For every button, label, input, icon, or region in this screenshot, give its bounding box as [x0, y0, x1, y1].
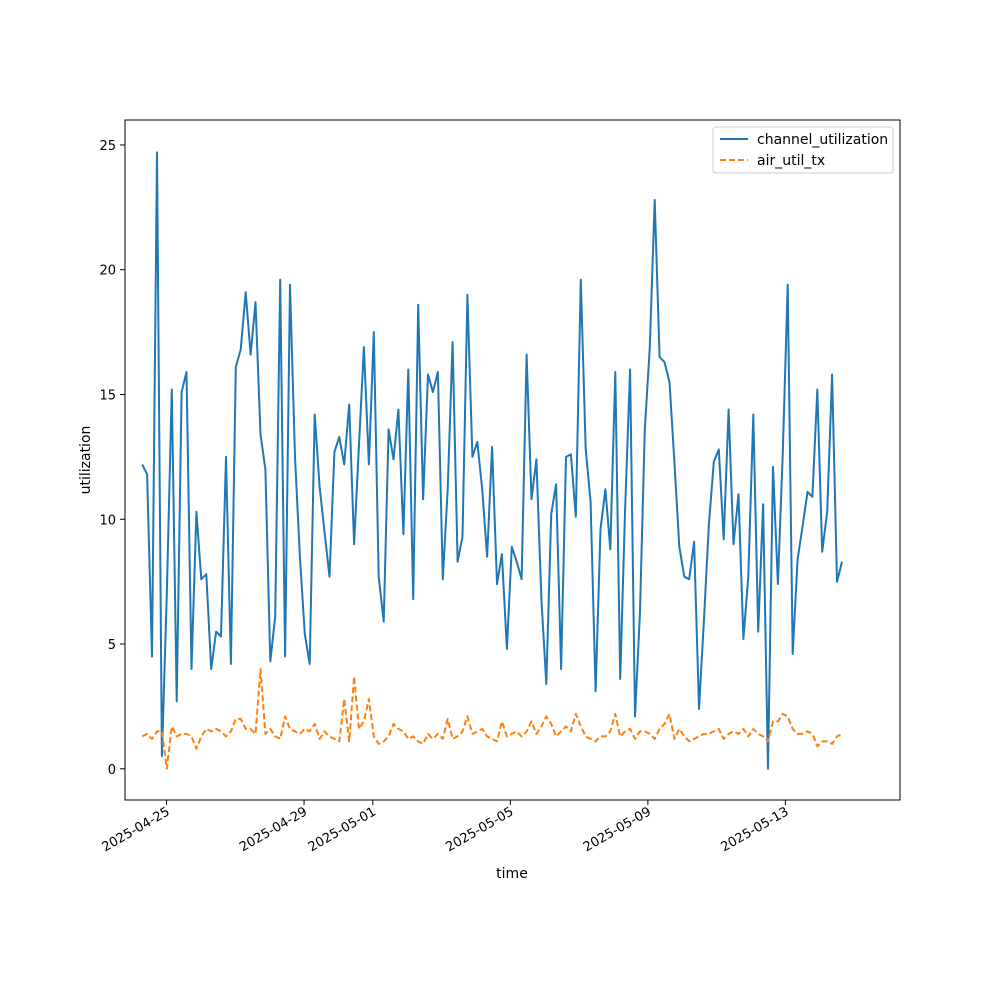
y-tick-label: 5	[108, 638, 116, 653]
y-tick-label: 0	[108, 763, 116, 778]
series-line-channel-utilization	[141, 151, 843, 770]
series-layer	[141, 151, 843, 770]
y-tick-label: 10	[99, 513, 116, 528]
legend: channel_utilization air_util_tx	[712, 126, 894, 174]
plot-frame	[124, 119, 901, 801]
y-tick-label: 25	[99, 139, 116, 154]
y-axis: 0 5 10 15 20 25	[99, 139, 125, 778]
y-axis-label: utilization	[78, 426, 94, 495]
y-tick-label: 20	[99, 264, 116, 279]
y-tick-label: 15	[99, 388, 116, 403]
legend-label-channel-utilization: channel_utilization	[757, 132, 888, 148]
series-line-air-util-tx	[141, 668, 843, 770]
x-axis-label: time	[496, 866, 528, 882]
legend-box	[712, 126, 894, 174]
legend-label-air-util-tx: air_util_tx	[757, 153, 825, 169]
